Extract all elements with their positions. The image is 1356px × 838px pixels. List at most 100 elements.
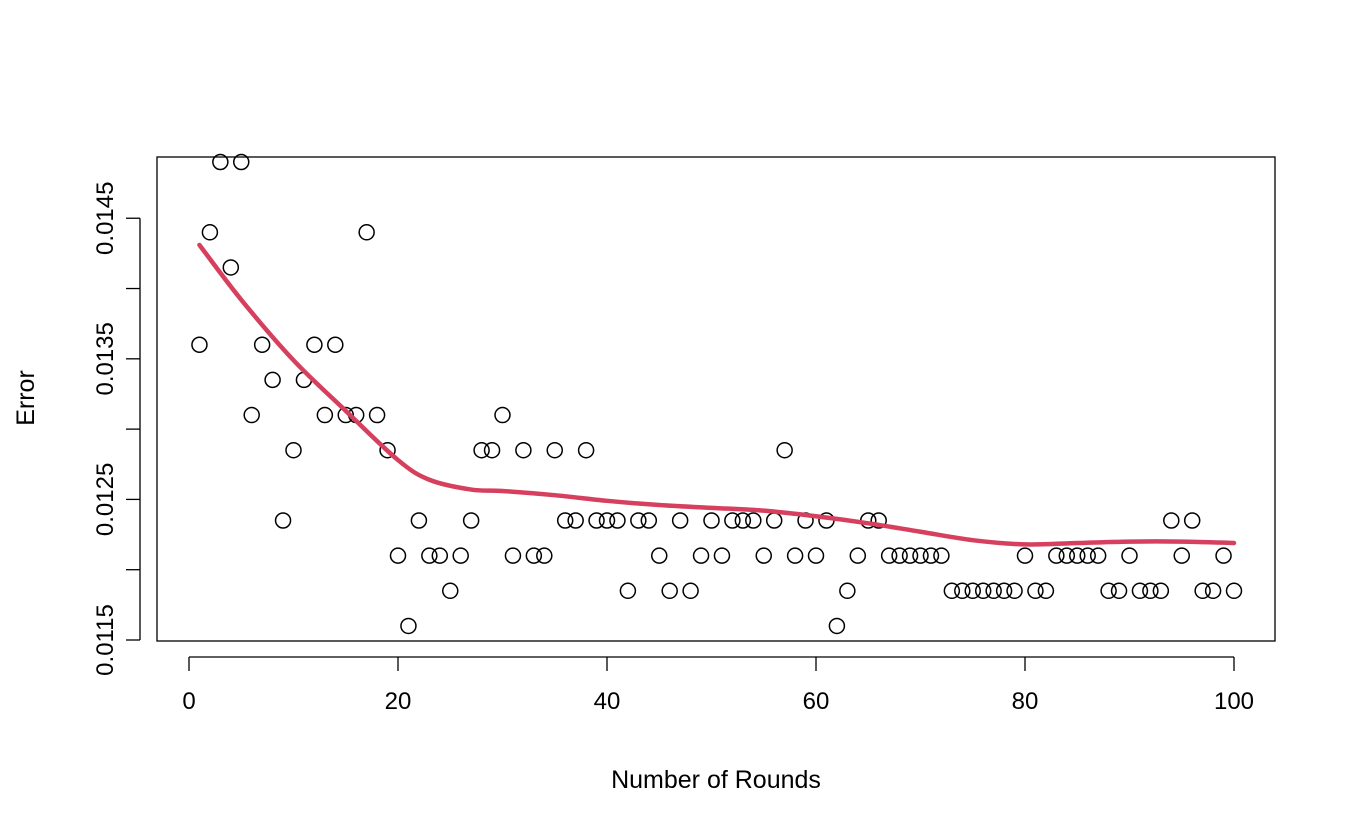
data-point [1183,512,1201,529]
data-point [1131,582,1149,600]
data-point [703,512,720,529]
smooth-lines [197,242,1237,547]
data-point [201,224,219,241]
scatter-points [191,153,1243,635]
data-point [1006,582,1023,600]
data-point [431,547,449,564]
x-tick-label: 80 [1012,688,1039,715]
data-point [1016,547,1034,564]
data-point [1152,582,1170,600]
x-tick-label: 100 [1214,688,1254,715]
data-point [1163,512,1180,529]
data-point [212,153,229,171]
data-point [765,512,783,529]
data-point [954,582,971,600]
data-point [556,512,574,529]
x-axis-title: Number of Rounds [611,766,821,794]
x-axis: 0 20 40 60 80 100 [182,656,1254,715]
data-point [1069,547,1086,564]
data-point [546,441,563,459]
y-tick-label: 0.0145 [92,182,119,255]
y-tick-label: 0.0125 [92,463,119,536]
data-point [1100,582,1117,600]
x-tick-label: 60 [803,688,830,715]
data-point [1079,547,1096,564]
data-point [901,547,919,564]
data-point [1058,547,1076,564]
data-point [243,406,260,424]
data-point [734,512,752,529]
data-point [264,371,281,389]
data-point [1110,582,1128,600]
data-point [1048,547,1065,564]
data-point [692,547,710,564]
data-point [828,617,846,635]
data-point [588,512,605,529]
data-point [379,441,396,459]
data-point [880,547,898,564]
data-point [985,582,1002,600]
plot-box [156,156,1276,642]
data-point [410,512,428,529]
y-axis-title: Error [12,370,40,426]
data-point [682,582,699,600]
data-point [995,582,1013,600]
data-point [504,547,522,564]
data-point [912,547,929,564]
data-point [222,259,240,276]
data-point [525,547,543,564]
data-point [327,336,344,354]
data-point [400,617,417,635]
data-point [191,336,208,354]
data-point [274,512,292,529]
data-point [933,547,950,564]
x-tick-label: 40 [594,688,621,715]
data-point [473,441,490,459]
data-point [745,512,762,529]
data-point [755,547,772,564]
data-point [891,547,908,564]
data-point [421,547,438,564]
data-point [974,582,992,600]
y-axis: 0.0115 0.0125 0.0135 0.0145 [92,182,141,676]
smooth-fit-line [197,242,1237,547]
data-point [253,336,271,354]
data-point [1194,582,1211,600]
data-point [452,547,469,564]
data-point [442,582,459,600]
data-point [839,582,856,600]
data-point [1142,582,1159,600]
data-point [389,547,407,564]
x-tick-label: 0 [182,688,195,715]
data-point [1173,547,1190,564]
data-point [358,224,375,241]
data-point [233,153,250,171]
data-point [306,336,323,354]
data-point [724,512,741,529]
data-point [1037,582,1055,600]
data-point [515,441,532,459]
data-point [786,547,804,564]
data-point [1204,582,1222,600]
data-point [567,512,584,529]
data-point [368,406,386,424]
data-point [1089,547,1107,564]
data-point [1121,547,1138,564]
data-point [1225,582,1243,600]
data-point [494,406,511,424]
data-point [943,582,961,600]
data-point [598,512,616,529]
data-point [713,547,731,564]
data-point [1215,547,1232,564]
data-point [462,512,480,529]
data-point [964,582,981,600]
data-point [1027,582,1044,600]
data-point [661,582,678,600]
data-point [922,547,940,564]
y-tick-label: 0.0115 [92,604,119,676]
data-point [619,582,637,600]
data-point [870,512,887,529]
data-point [630,512,647,529]
data-point [316,406,334,424]
